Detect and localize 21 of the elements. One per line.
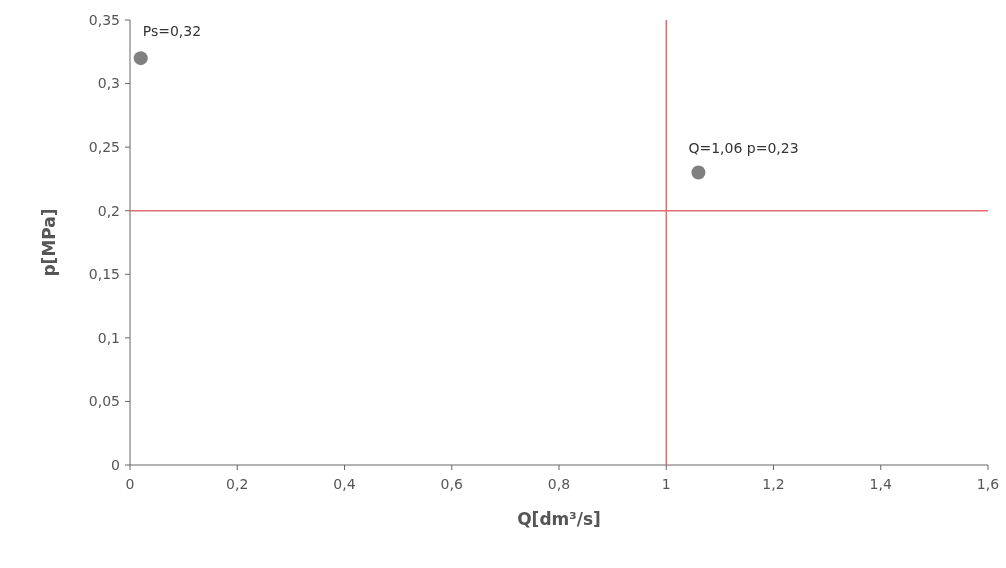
x-tick-label: 0,6 — [440, 476, 463, 492]
x-tick-label: 1 — [661, 476, 671, 492]
y-tick-label: 0,1 — [97, 329, 120, 346]
annotation: Ps=0,32 — [142, 23, 202, 40]
y-axis-title: p[MPa] — [39, 208, 59, 277]
y-tick-label: 0 — [111, 456, 120, 473]
x-tick-label: 0,2 — [226, 476, 249, 492]
y-tick-label: 0,3 — [97, 75, 120, 92]
y-tick-label: 0,05 — [88, 393, 120, 410]
x-tick-label: 1,6 — [976, 476, 1000, 492]
x-tick-label: 0 — [125, 476, 135, 492]
y-tick-label: 0,15 — [88, 266, 120, 283]
y-tick-label: 0,25 — [88, 139, 120, 156]
x-tick-label: 1,4 — [869, 476, 892, 492]
x-tick-label: 1,2 — [762, 476, 785, 492]
x-tick-label: 0,8 — [547, 476, 571, 492]
y-tick-label: 0,2 — [97, 202, 120, 219]
x-tick-label: 0,4 — [333, 476, 356, 492]
annotation: Q=1,06 p=0,23 — [688, 139, 799, 156]
y-tick-label: 0,35 — [88, 11, 120, 28]
x-axis-title: Q[dm³/s] — [517, 509, 601, 529]
